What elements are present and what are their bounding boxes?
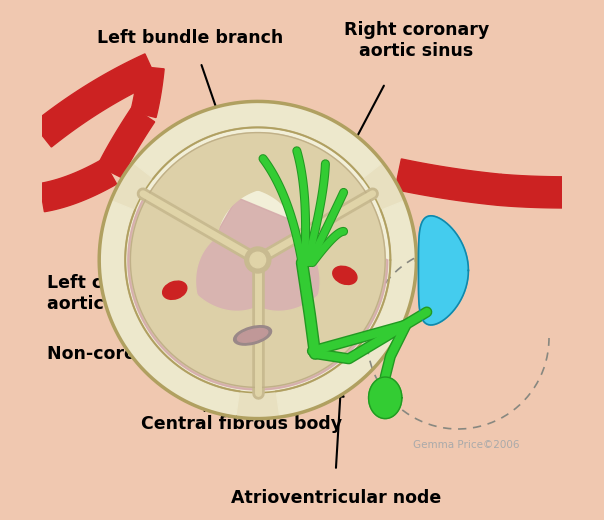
- Polygon shape: [128, 195, 388, 390]
- Polygon shape: [133, 101, 383, 178]
- Polygon shape: [368, 377, 402, 419]
- Ellipse shape: [234, 326, 272, 345]
- Text: Right coronary
aortic sinus: Right coronary aortic sinus: [344, 21, 489, 60]
- Polygon shape: [395, 159, 501, 205]
- Polygon shape: [276, 201, 416, 417]
- Text: Central fibrous body: Central fibrous body: [141, 415, 342, 433]
- Text: Gemma Price©2006: Gemma Price©2006: [413, 439, 519, 450]
- Polygon shape: [33, 54, 158, 147]
- Polygon shape: [419, 216, 468, 325]
- Circle shape: [245, 247, 271, 273]
- Polygon shape: [99, 201, 239, 417]
- Ellipse shape: [333, 266, 357, 284]
- Ellipse shape: [162, 281, 187, 300]
- Polygon shape: [258, 197, 385, 387]
- Ellipse shape: [237, 329, 268, 342]
- Polygon shape: [99, 101, 416, 419]
- Polygon shape: [40, 159, 117, 212]
- Text: Left bundle branch: Left bundle branch: [97, 29, 283, 47]
- Polygon shape: [147, 133, 368, 237]
- Polygon shape: [498, 174, 567, 208]
- Polygon shape: [97, 107, 155, 178]
- Text: Non-coronary aortic sinus: Non-coronary aortic sinus: [47, 345, 300, 362]
- Text: Atrioventricular node: Atrioventricular node: [231, 489, 441, 507]
- Polygon shape: [125, 127, 390, 393]
- Polygon shape: [131, 66, 164, 118]
- Polygon shape: [130, 197, 258, 387]
- Text: Left coronary
aortic sinus: Left coronary aortic sinus: [47, 275, 179, 313]
- Circle shape: [250, 252, 266, 268]
